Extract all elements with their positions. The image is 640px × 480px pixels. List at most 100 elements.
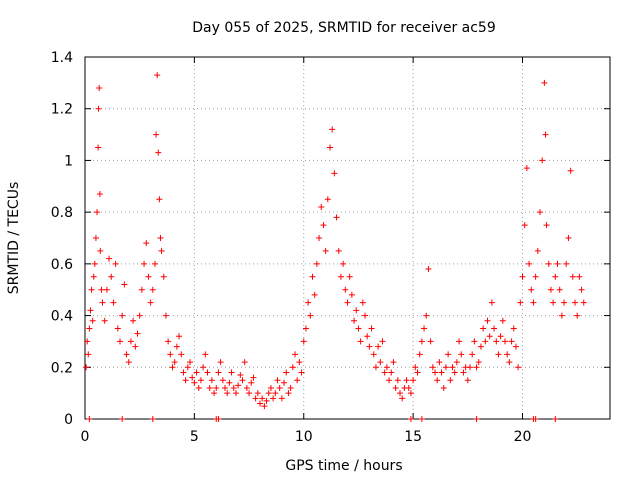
data-point xyxy=(241,359,248,366)
data-point xyxy=(333,214,340,221)
y-tick-label: 0 xyxy=(64,412,73,428)
y-tick-label: 0.4 xyxy=(51,309,73,325)
data-point xyxy=(267,384,274,391)
data-point xyxy=(484,317,491,324)
data-point xyxy=(440,384,447,391)
data-point xyxy=(477,343,484,350)
data-point xyxy=(88,286,95,293)
data-point xyxy=(97,247,104,254)
data-point xyxy=(554,260,561,267)
x-tick-label: 5 xyxy=(190,429,199,445)
y-tick-label: 0.6 xyxy=(51,257,73,273)
data-point xyxy=(243,384,250,391)
data-point xyxy=(512,343,519,350)
data-point xyxy=(517,299,524,306)
data-point xyxy=(289,364,296,371)
data-point xyxy=(132,343,139,350)
data-point xyxy=(89,317,96,324)
data-point xyxy=(95,105,102,112)
data-point xyxy=(534,247,541,254)
x-tick-label: 20 xyxy=(514,429,532,445)
data-point xyxy=(381,369,388,376)
data-point xyxy=(576,273,583,280)
data-point xyxy=(92,235,99,241)
data-point xyxy=(230,384,237,391)
data-point xyxy=(99,299,106,306)
data-point xyxy=(154,72,161,79)
data-point xyxy=(324,196,331,203)
data-point xyxy=(469,351,476,358)
data-point xyxy=(305,299,312,306)
data-point xyxy=(217,359,224,366)
data-point xyxy=(98,286,105,293)
data-point xyxy=(96,191,103,198)
data-point xyxy=(410,377,417,384)
data-point xyxy=(219,377,226,384)
data-point xyxy=(208,377,215,384)
data-point xyxy=(552,273,559,280)
data-point xyxy=(366,343,373,350)
data-point xyxy=(195,384,202,391)
data-point xyxy=(147,299,154,306)
data-point xyxy=(567,167,574,174)
data-point xyxy=(388,369,395,376)
data-point xyxy=(149,286,156,293)
data-point xyxy=(265,390,272,397)
data-point xyxy=(138,286,145,293)
data-point xyxy=(103,286,110,293)
x-tick-label: 10 xyxy=(295,429,313,445)
data-point xyxy=(451,369,458,376)
data-point xyxy=(394,377,401,384)
data-point xyxy=(427,338,434,345)
data-point xyxy=(523,165,530,172)
data-point xyxy=(136,312,143,319)
data-point xyxy=(403,377,410,384)
data-point xyxy=(471,338,478,345)
data-point xyxy=(348,291,355,298)
data-point xyxy=(239,377,246,384)
data-point xyxy=(550,299,557,306)
data-point xyxy=(346,273,353,280)
data-point xyxy=(565,235,572,241)
data-point xyxy=(372,364,379,371)
data-point xyxy=(119,312,126,319)
data-point xyxy=(442,364,449,371)
data-point xyxy=(399,395,406,402)
data-point xyxy=(392,384,399,391)
data-point xyxy=(254,390,261,397)
data-point xyxy=(237,372,244,379)
data-point xyxy=(508,338,515,345)
data-point xyxy=(292,351,298,358)
data-point xyxy=(215,416,222,422)
data-point xyxy=(480,325,487,332)
y-tick-label: 0.2 xyxy=(51,360,73,376)
data-point xyxy=(351,317,358,324)
data-point xyxy=(532,273,539,280)
data-point xyxy=(337,273,344,280)
data-point xyxy=(270,395,277,402)
data-point xyxy=(246,390,253,397)
data-point xyxy=(543,222,550,229)
data-point xyxy=(423,312,430,319)
data-point xyxy=(311,291,318,298)
data-point xyxy=(167,351,174,358)
data-point xyxy=(101,317,108,324)
data-point xyxy=(362,312,368,319)
data-point xyxy=(193,369,200,376)
data-point xyxy=(497,333,504,340)
data-point xyxy=(204,369,211,376)
data-point xyxy=(276,384,283,391)
data-point xyxy=(112,260,119,267)
data-point xyxy=(491,325,498,332)
data-point xyxy=(569,273,576,280)
x-tick-label: 15 xyxy=(404,429,422,445)
data-point xyxy=(180,369,187,376)
data-point xyxy=(541,79,548,86)
data-point xyxy=(556,286,563,293)
data-point xyxy=(110,299,117,306)
data-point xyxy=(84,338,91,345)
data-point xyxy=(155,149,162,156)
data-point xyxy=(542,131,549,138)
data-point xyxy=(85,351,92,358)
data-point xyxy=(261,403,268,410)
